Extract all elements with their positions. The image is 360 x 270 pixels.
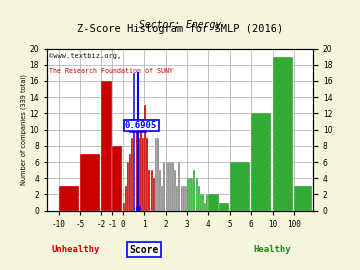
Bar [125, 186, 127, 211]
Text: 0.6905: 0.6905 [125, 121, 157, 130]
Text: Sector: Energy: Sector: Energy [139, 20, 221, 30]
Bar [219, 202, 229, 211]
Title: Z-Score Histogram for SMLP (2016): Z-Score Histogram for SMLP (2016) [77, 24, 283, 34]
Bar [129, 154, 131, 211]
Text: The Research Foundation of SUNY: The Research Foundation of SUNY [49, 68, 174, 74]
Bar [198, 186, 200, 211]
Bar [195, 178, 198, 211]
Bar [134, 73, 135, 211]
Bar [170, 162, 172, 211]
Bar [138, 138, 140, 211]
Bar [127, 162, 129, 211]
Text: Healthy: Healthy [254, 245, 291, 254]
Bar [157, 138, 159, 211]
Text: Score: Score [130, 245, 159, 255]
Bar [153, 178, 155, 211]
Bar [140, 130, 142, 211]
Bar [155, 138, 157, 211]
Bar [80, 154, 100, 211]
Bar [136, 122, 138, 211]
Bar [172, 162, 174, 211]
Bar [148, 170, 150, 211]
Bar [204, 202, 206, 211]
Bar [230, 162, 250, 211]
Bar [180, 186, 183, 211]
Bar [208, 194, 219, 211]
Bar [187, 178, 189, 211]
Bar [131, 138, 133, 211]
Bar [144, 105, 146, 211]
Bar [174, 170, 176, 211]
Bar [191, 178, 193, 211]
Bar [102, 81, 112, 211]
Bar [142, 138, 144, 211]
Bar [185, 186, 187, 211]
Bar [193, 170, 195, 211]
Bar [176, 186, 178, 211]
Bar [112, 146, 122, 211]
Bar [59, 186, 79, 211]
Bar [183, 186, 185, 211]
Bar [159, 170, 161, 211]
Bar [163, 162, 166, 211]
Bar [166, 162, 168, 211]
Bar [251, 113, 271, 211]
Bar [206, 194, 208, 211]
Bar [202, 194, 204, 211]
Bar [161, 186, 163, 211]
Bar [150, 170, 153, 211]
Text: Unhealthy: Unhealthy [51, 245, 100, 254]
Bar [273, 57, 293, 211]
Bar [179, 162, 180, 211]
Bar [200, 194, 202, 211]
Bar [146, 138, 148, 211]
Bar [123, 202, 125, 211]
Bar [294, 186, 312, 211]
Text: ©www.textbiz.org,: ©www.textbiz.org, [49, 53, 122, 59]
Y-axis label: Number of companies (339 total): Number of companies (339 total) [20, 74, 27, 185]
Bar [168, 162, 170, 211]
Bar [189, 178, 191, 211]
